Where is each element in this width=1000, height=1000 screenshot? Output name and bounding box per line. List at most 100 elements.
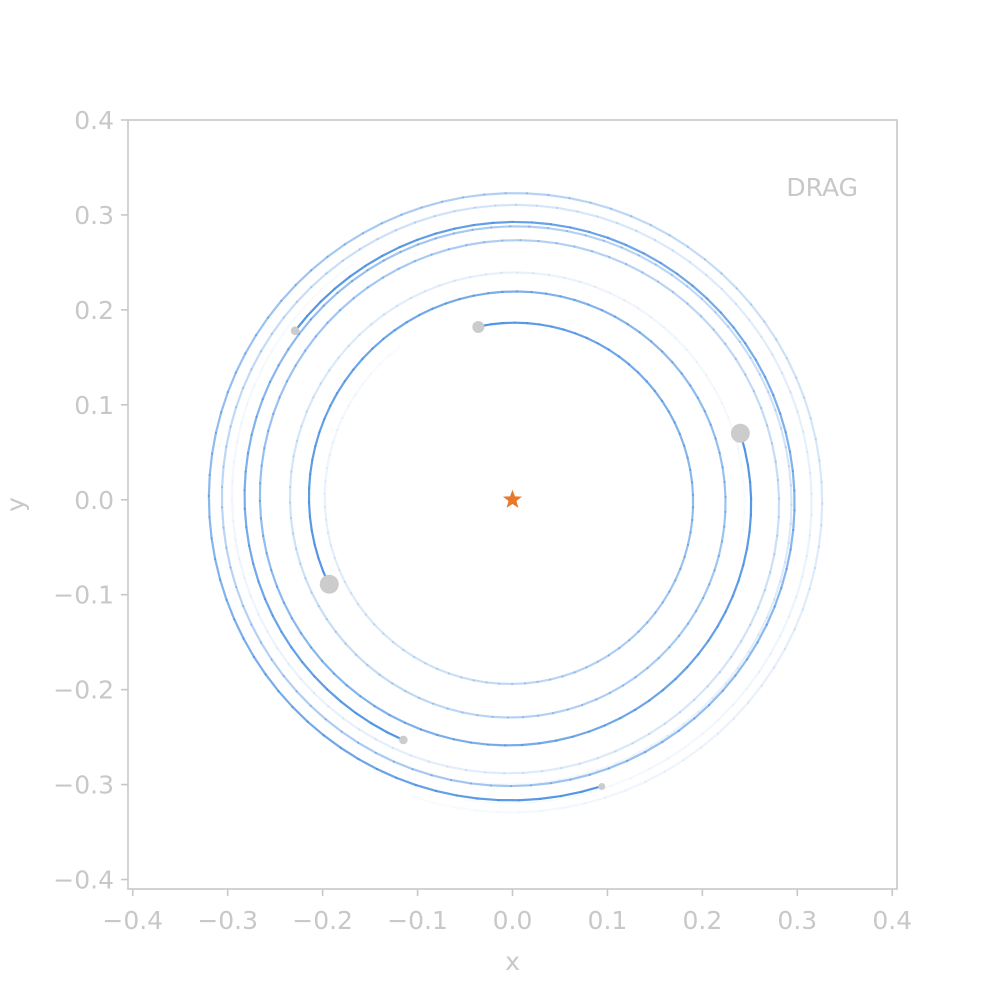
orbit-trail-segment	[309, 458, 314, 476]
orbit-trail-segment	[671, 249, 692, 264]
orbit-trail-segment	[248, 544, 255, 565]
orbit-trail-segment	[650, 316, 665, 329]
orbit-trail-segment	[623, 299, 640, 310]
orbit-trail-segment	[550, 325, 565, 331]
orbit-trail-segment	[642, 252, 662, 265]
orbit-trail-segment	[581, 698, 598, 707]
orbit-trail-segment	[509, 784, 533, 788]
orbit-trail-segment	[695, 360, 708, 377]
orbit-trail-segment	[339, 700, 357, 714]
orbit-trail-segment	[789, 528, 795, 551]
orbit-trail-segment	[300, 410, 309, 428]
x-tick-label: 0.3	[777, 906, 817, 935]
orbit-trail-segment	[713, 554, 720, 572]
orbit-trail-segment	[260, 447, 266, 467]
orbit-trail-segment	[225, 425, 232, 448]
orbit-trail-segment	[295, 547, 302, 565]
orbit-trail-segment	[783, 628, 796, 651]
orbit-trail-segment	[661, 677, 677, 692]
orbit-trail-segment	[465, 768, 487, 774]
orbit-trail-segment	[718, 451, 724, 469]
orbit-trail-segment	[339, 297, 355, 312]
orbit-trail-segment	[734, 658, 749, 677]
orbit-trail-segment	[633, 699, 651, 711]
orbit-trail-segment	[607, 759, 629, 770]
orbit-trail-segment	[233, 618, 245, 640]
orbit-trail-segment	[769, 634, 782, 656]
orbit-trail-segment	[740, 463, 745, 482]
orbit-trail-segment	[756, 623, 768, 644]
orbit-trail-segment	[806, 451, 812, 475]
orbit-trail-segment	[287, 332, 301, 351]
orbit-trail-segment	[291, 532, 298, 550]
orbit-trail-segment	[644, 770, 667, 783]
orbit-trail-segment	[245, 384, 256, 406]
orbit-trail-segment	[424, 662, 439, 670]
orbit-trail-segment	[409, 754, 430, 763]
orbit-trail-segment	[343, 232, 365, 246]
orbit-trail-segment	[608, 256, 628, 266]
orbit-trail-segment	[352, 357, 364, 371]
orbit-trail-segment	[657, 646, 671, 660]
orbit-trail-segment	[262, 534, 268, 555]
orbit-trail-segment	[310, 591, 320, 608]
orbit-trail-segment	[308, 515, 313, 532]
orbiting-body	[730, 423, 750, 443]
orbit-trail-segment	[569, 773, 591, 781]
orbit-trail-segment	[820, 480, 824, 505]
orbit-trail-segment	[514, 203, 538, 207]
orbit-trail-segment	[795, 376, 806, 399]
orbit-trail-segment	[327, 705, 345, 720]
orbit-trail-segment	[580, 785, 603, 793]
orbit-trail-segment	[529, 782, 552, 787]
central-star-layer	[502, 489, 523, 508]
orbit-trail-segment	[562, 328, 577, 335]
orbit-trail-segment	[743, 481, 744, 497]
orbit-trail-segment	[635, 229, 657, 242]
orbit-trail-segment	[299, 632, 313, 649]
orbit-trail-segment	[684, 732, 704, 748]
orbit-trail-segment	[405, 313, 421, 324]
orbit-trail-segment	[336, 416, 344, 432]
orbit-trail-segment	[634, 666, 649, 679]
orbit-trail-segment	[541, 767, 563, 773]
orbit-trail-segment	[375, 767, 398, 779]
orbit-trail-segment	[398, 238, 419, 249]
orbit-trail-segment	[773, 586, 783, 608]
orbit-trail-segment	[325, 453, 331, 469]
orbit-trail-segment	[757, 589, 766, 609]
orbit-trail-segment	[696, 396, 706, 413]
orbit-trail-segment	[323, 505, 328, 522]
orbit-trail-segment	[317, 604, 328, 621]
orbit-trail-segment	[335, 380, 346, 395]
orbit-trail-segment	[275, 585, 286, 604]
orbit-trail-segment	[490, 225, 512, 229]
orbit-trail-segment	[416, 237, 437, 246]
y-tick-label: 0.0	[74, 486, 114, 515]
orbit-trail-segment	[270, 658, 285, 677]
orbit-trail-segment	[280, 630, 293, 649]
orbit-trail-segment	[748, 514, 752, 534]
orbit-trail-segment	[585, 336, 600, 345]
orbit-trail-segment	[563, 276, 582, 283]
orbit-trail-segment	[763, 571, 772, 592]
orbit-trail-segment	[666, 745, 687, 760]
orbiting-body	[319, 574, 339, 594]
orbit-trail-segment	[373, 623, 385, 635]
orbit-trail-segment	[682, 746, 703, 762]
orbit-trail-segment	[245, 526, 251, 547]
orbiting-body	[472, 320, 485, 333]
orbit-trail-segment	[277, 690, 294, 709]
orbit-trail-segment	[663, 711, 682, 725]
orbit-trail-segment	[723, 481, 727, 499]
orbit-trail-segment	[616, 221, 638, 232]
orbit-trail-segment	[304, 335, 318, 352]
orbit-trail-segment	[558, 774, 580, 781]
orbit-trail-segment	[686, 456, 692, 472]
orbit-trail-segment	[322, 734, 342, 749]
orbit-trail-segment	[265, 552, 273, 572]
orbit-trail-segment	[791, 469, 796, 492]
orbit-trail-segment	[744, 342, 757, 361]
orbit-trail-segment	[434, 227, 456, 235]
